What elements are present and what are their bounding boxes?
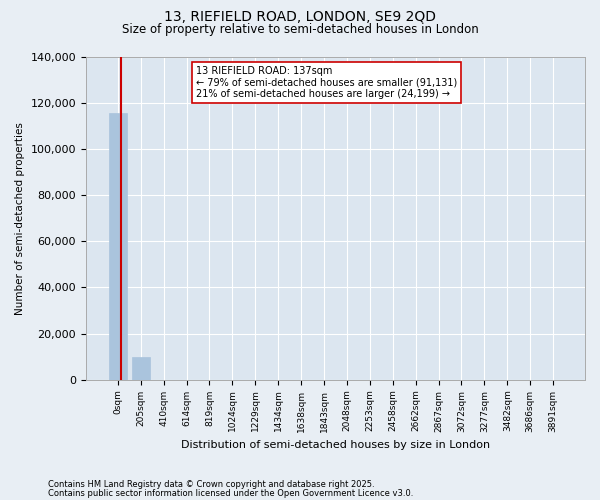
Text: 13 RIEFIELD ROAD: 137sqm
← 79% of semi-detached houses are smaller (91,131)
21% : 13 RIEFIELD ROAD: 137sqm ← 79% of semi-d… [196,66,457,100]
Y-axis label: Number of semi-detached properties: Number of semi-detached properties [15,122,25,314]
Text: Size of property relative to semi-detached houses in London: Size of property relative to semi-detach… [122,22,478,36]
Text: Contains HM Land Registry data © Crown copyright and database right 2025.: Contains HM Land Registry data © Crown c… [48,480,374,489]
Bar [109,114,127,380]
X-axis label: Distribution of semi-detached houses by size in London: Distribution of semi-detached houses by … [181,440,490,450]
Text: 13, RIEFIELD ROAD, LONDON, SE9 2QD: 13, RIEFIELD ROAD, LONDON, SE9 2QD [164,10,436,24]
Bar [131,357,150,380]
Text: Contains public sector information licensed under the Open Government Licence v3: Contains public sector information licen… [48,488,413,498]
